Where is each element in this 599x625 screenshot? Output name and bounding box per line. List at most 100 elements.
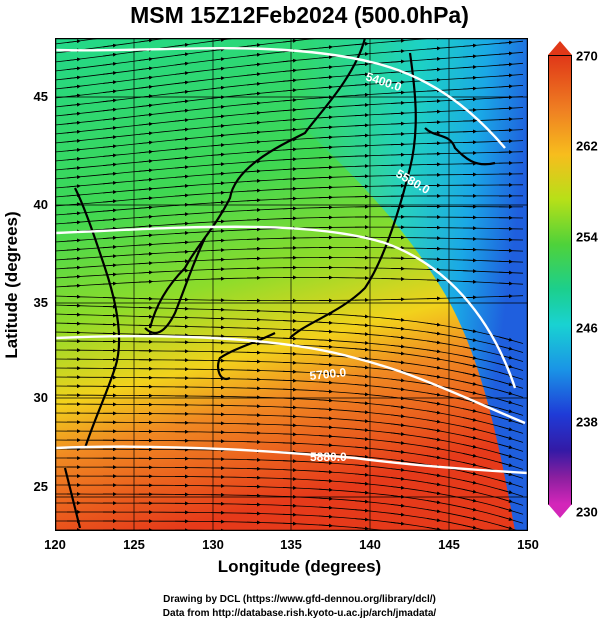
wind-arrow <box>282 88 297 93</box>
wind-arrow <box>174 155 189 160</box>
colorbar-tick-238: 238 <box>576 414 598 430</box>
colorbar-tick-246: 246 <box>576 320 598 336</box>
wind-arrow <box>498 452 513 459</box>
colorbar <box>548 55 572 505</box>
wind-arrow <box>282 176 297 181</box>
x-tick-120: 120 <box>44 537 66 552</box>
wind-arrow <box>138 131 153 136</box>
wind-arrow <box>390 476 405 481</box>
wind-arrow <box>174 80 189 85</box>
wind-arrow <box>354 437 369 442</box>
wind-arrow <box>282 127 297 132</box>
wind-arrow <box>354 526 369 531</box>
wind-arrow <box>102 80 117 85</box>
wind-arrow <box>426 419 441 424</box>
wind-arrow <box>462 363 477 368</box>
wind-arrow <box>318 389 333 394</box>
wind-arrow <box>66 84 81 89</box>
wind-arrow <box>390 485 405 490</box>
wind-arrow <box>102 89 117 94</box>
wind-arrow <box>102 235 117 240</box>
wind-arrow <box>462 435 477 440</box>
wind-arrow <box>354 499 369 504</box>
wind-arrow <box>102 61 117 66</box>
wind-arrow <box>174 52 189 57</box>
wind-arrow <box>426 77 441 82</box>
wind-arrow <box>318 496 333 501</box>
wind-arrow <box>390 360 405 365</box>
wind-arrow <box>462 408 477 413</box>
wind-arrow <box>138 233 153 238</box>
wind-arrow <box>462 515 477 521</box>
wind-arrow <box>462 328 477 334</box>
wind-arrow <box>390 405 405 410</box>
wind-arrow <box>246 43 261 48</box>
wind-arrow <box>138 149 153 154</box>
contour-5880 <box>55 445 528 475</box>
wind-arrow <box>354 463 369 468</box>
colorbar-tick-262: 262 <box>576 138 598 154</box>
map-title: MSM 15Z12Feb2024 (500.0hPa) <box>130 2 469 28</box>
wind-arrow <box>462 108 477 113</box>
wind-arrow <box>282 98 297 103</box>
wind-arrow <box>174 136 189 141</box>
wind-arrow <box>66 283 81 288</box>
wind-arrow <box>246 188 261 193</box>
wind-arrow <box>282 38 297 43</box>
wind-arrow <box>498 40 513 45</box>
wind-arrow <box>426 56 441 61</box>
wind-arrow <box>498 336 513 342</box>
colorbar-tick-254: 254 <box>576 229 598 245</box>
wind-arrow <box>498 51 513 56</box>
wind-arrow <box>498 371 513 378</box>
wind-arrow <box>174 193 189 198</box>
wind-arrow <box>462 479 477 485</box>
wind-arrow <box>318 371 333 376</box>
wind-arrow <box>462 75 477 80</box>
wind-arrow <box>318 514 333 519</box>
map-plot: 5400.0 5580.0 5700.0 5880.0 <box>55 38 528 531</box>
wind-arrow <box>138 66 153 71</box>
wind-arrow <box>354 374 369 379</box>
wind-arrow <box>426 109 441 114</box>
wind-arrow <box>462 279 477 284</box>
coastlines <box>63 38 496 529</box>
wind-arrow <box>66 156 81 161</box>
wind-arrow <box>318 353 333 358</box>
wind-arrow <box>354 481 369 486</box>
wind-arrow <box>498 84 513 89</box>
wind-arrow <box>138 177 153 182</box>
wind-arrow <box>246 198 261 203</box>
colorbar-max-arrow <box>548 41 572 55</box>
wind-arrow <box>66 39 81 44</box>
wind-arrow <box>282 78 297 83</box>
wind-arrow <box>246 207 261 212</box>
wind-arrow <box>282 68 297 73</box>
wind-arrow <box>138 261 153 266</box>
wind-arrow <box>498 270 513 275</box>
wind-arrow <box>390 90 405 95</box>
wind-arrow <box>354 410 369 415</box>
wind-arrow <box>498 106 513 111</box>
wind-arrow <box>102 116 117 121</box>
wind-arrow <box>282 157 297 162</box>
y-tick-40: 40 <box>33 197 48 212</box>
wind-arrow <box>174 127 189 132</box>
wind-arrow <box>426 446 441 451</box>
wind-arrow <box>66 211 81 216</box>
wind-arrow <box>426 365 441 370</box>
wind-arrow <box>426 428 441 433</box>
wind-arrow <box>282 117 297 122</box>
wind-arrow <box>138 279 153 284</box>
contour-5400 <box>55 47 506 149</box>
wind-arrow <box>426 67 441 72</box>
wind-arrow <box>318 55 333 60</box>
wind-arrow <box>174 278 189 283</box>
wind-arrow <box>498 425 513 432</box>
wind-arrow <box>498 363 513 369</box>
wind-arrow <box>246 81 261 86</box>
x-tick-145: 145 <box>438 537 460 552</box>
wind-arrow <box>174 146 189 151</box>
wind-arrow <box>354 123 369 128</box>
wind-arrow <box>498 73 513 78</box>
